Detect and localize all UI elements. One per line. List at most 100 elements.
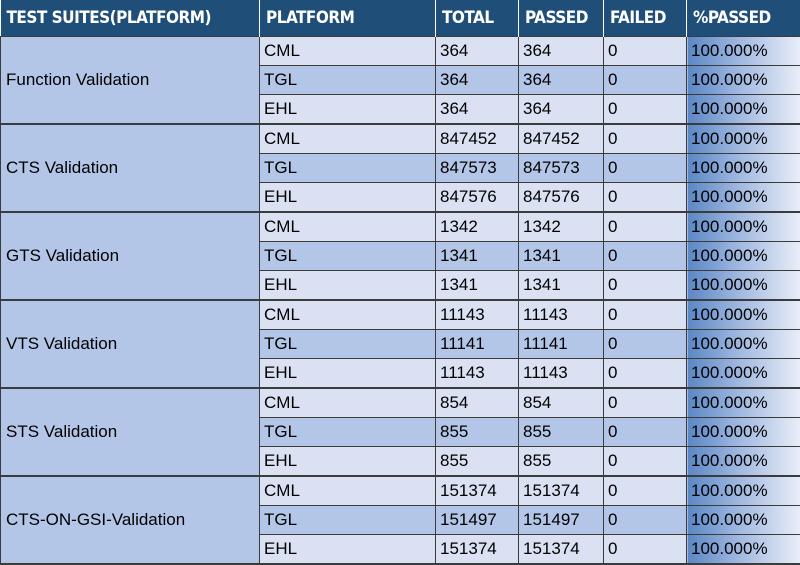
platform-cell: TGL: [260, 66, 436, 95]
passed-cell: 1342: [519, 212, 604, 242]
total-cell: 847573: [436, 154, 519, 183]
failed-cell: 0: [604, 359, 687, 389]
platform-cell: CML: [260, 300, 436, 330]
platform-cell: EHL: [260, 447, 436, 477]
total-cell: 855: [436, 447, 519, 477]
passed-cell: 847573: [519, 154, 604, 183]
header-platform: PLATFORM: [260, 0, 436, 37]
failed-cell: 0: [604, 271, 687, 301]
passed-cell: 364: [519, 37, 604, 66]
suite-name-cell: CTS Validation: [1, 124, 260, 212]
platform-cell: CML: [260, 37, 436, 66]
header-row: TEST SUITES(PLATFORM) PLATFORM TOTAL PAS…: [1, 0, 800, 37]
total-cell: 1341: [436, 242, 519, 271]
platform-cell: EHL: [260, 271, 436, 301]
total-cell: 364: [436, 66, 519, 95]
total-cell: 847452: [436, 124, 519, 154]
total-cell: 11143: [436, 300, 519, 330]
passed-cell: 151497: [519, 506, 604, 535]
total-cell: 855: [436, 418, 519, 447]
suite-name-cell: STS Validation: [1, 388, 260, 476]
passed-cell: 855: [519, 447, 604, 477]
passed-cell: 11143: [519, 300, 604, 330]
failed-cell: 0: [604, 183, 687, 213]
total-cell: 1341: [436, 271, 519, 301]
pct-passed-cell: 100.000%: [687, 506, 800, 535]
header-total: TOTAL: [436, 0, 519, 37]
failed-cell: 0: [604, 330, 687, 359]
pct-passed-cell: 100.000%: [687, 66, 800, 95]
failed-cell: 0: [604, 66, 687, 95]
pct-passed-cell: 100.000%: [687, 271, 800, 301]
passed-cell: 847452: [519, 124, 604, 154]
failed-cell: 0: [604, 154, 687, 183]
failed-cell: 0: [604, 37, 687, 66]
total-cell: 151374: [436, 535, 519, 565]
platform-cell: TGL: [260, 154, 436, 183]
suite-name-cell: Function Validation: [1, 37, 260, 125]
pct-passed-cell: 100.000%: [687, 359, 800, 389]
platform-cell: CML: [260, 212, 436, 242]
pct-passed-cell: 100.000%: [687, 124, 800, 154]
failed-cell: 0: [604, 447, 687, 477]
pct-passed-cell: 100.000%: [687, 212, 800, 242]
passed-cell: 11141: [519, 330, 604, 359]
pct-passed-cell: 100.000%: [687, 418, 800, 447]
suite-name-cell: CTS-ON-GSI-Validation: [1, 476, 260, 564]
pct-passed-cell: 100.000%: [687, 37, 800, 66]
total-cell: 847576: [436, 183, 519, 213]
total-cell: 854: [436, 388, 519, 418]
total-cell: 11141: [436, 330, 519, 359]
platform-cell: TGL: [260, 506, 436, 535]
passed-cell: 11143: [519, 359, 604, 389]
platform-cell: TGL: [260, 242, 436, 271]
total-cell: 11143: [436, 359, 519, 389]
pct-passed-cell: 100.000%: [687, 95, 800, 125]
failed-cell: 0: [604, 388, 687, 418]
failed-cell: 0: [604, 95, 687, 125]
suite-name-cell: VTS Validation: [1, 300, 260, 388]
failed-cell: 0: [604, 418, 687, 447]
passed-cell: 1341: [519, 271, 604, 301]
pct-passed-cell: 100.000%: [687, 447, 800, 477]
pct-passed-cell: 100.000%: [687, 300, 800, 330]
platform-cell: TGL: [260, 418, 436, 447]
total-cell: 151374: [436, 476, 519, 506]
failed-cell: 0: [604, 506, 687, 535]
header-passed: PASSED: [519, 0, 604, 37]
pct-passed-cell: 100.000%: [687, 330, 800, 359]
passed-cell: 151374: [519, 535, 604, 565]
platform-cell: EHL: [260, 95, 436, 125]
pct-passed-cell: 100.000%: [687, 154, 800, 183]
total-cell: 364: [436, 95, 519, 125]
passed-cell: 364: [519, 95, 604, 125]
platform-cell: CML: [260, 476, 436, 506]
platform-cell: EHL: [260, 535, 436, 565]
passed-cell: 855: [519, 418, 604, 447]
passed-cell: 854: [519, 388, 604, 418]
passed-cell: 364: [519, 66, 604, 95]
passed-cell: 847576: [519, 183, 604, 213]
passed-cell: 1341: [519, 242, 604, 271]
platform-cell: EHL: [260, 183, 436, 213]
failed-cell: 0: [604, 242, 687, 271]
pct-passed-cell: 100.000%: [687, 535, 800, 565]
platform-cell: TGL: [260, 330, 436, 359]
failed-cell: 0: [604, 124, 687, 154]
passed-cell: 151374: [519, 476, 604, 506]
header-test-suites: TEST SUITES(PLATFORM): [1, 0, 260, 37]
pct-passed-cell: 100.000%: [687, 476, 800, 506]
failed-cell: 0: [604, 300, 687, 330]
platform-cell: CML: [260, 124, 436, 154]
header-pct-passed: %PASSED: [687, 0, 800, 37]
pct-passed-cell: 100.000%: [687, 242, 800, 271]
failed-cell: 0: [604, 212, 687, 242]
platform-cell: EHL: [260, 359, 436, 389]
total-cell: 364: [436, 37, 519, 66]
